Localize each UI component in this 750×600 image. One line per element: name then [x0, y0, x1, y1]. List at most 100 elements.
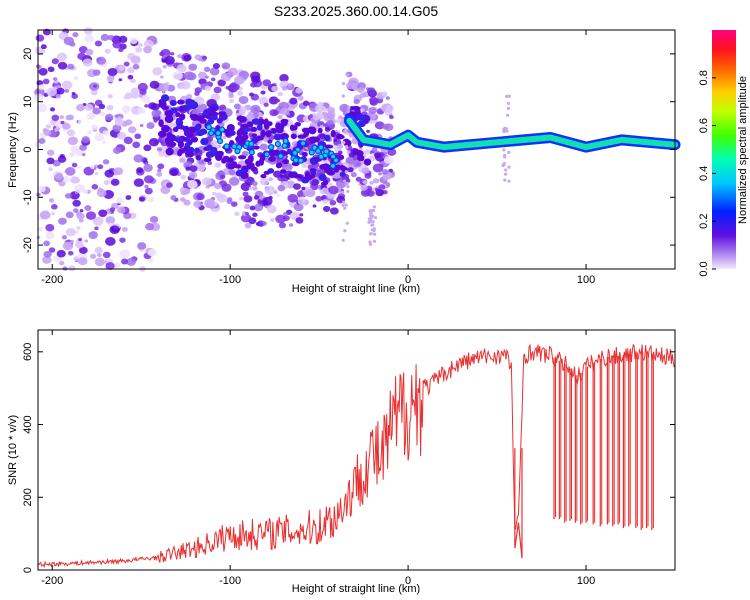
spectrogram-energy-blob	[77, 165, 82, 169]
spectrogram-energy-blob	[268, 149, 277, 157]
spectrogram-energy-blob	[238, 110, 246, 116]
spectrogram-energy-blob	[112, 124, 122, 132]
spectrogram-energy-blob	[302, 100, 310, 106]
spectrogram-energy-blob	[324, 134, 331, 142]
spectrogram-energy-blob	[366, 129, 370, 133]
spectrogram-energy-blob	[251, 181, 258, 187]
spectrogram-energy-blob	[293, 183, 301, 190]
spectrogram-energy-blob	[102, 159, 110, 165]
spectrogram-energy-blob	[84, 205, 92, 212]
spectrogram-energy-blob	[273, 133, 282, 141]
spectrogram-energy-blob	[143, 144, 152, 152]
spectrogram-energy-blob	[62, 122, 71, 130]
spectrogram-energy-blob	[94, 171, 99, 175]
spectrogram-energy-blob	[175, 112, 181, 118]
spectrogram-energy-blob	[76, 226, 81, 230]
spectrogram-energy-blob	[75, 211, 82, 217]
spectrogram-energy-blob	[265, 130, 272, 138]
spectrogram-energy-blob	[117, 206, 126, 214]
spectrogram-energy-blob	[250, 126, 258, 133]
spectrogram-y-tick-label: 0	[22, 146, 34, 152]
spectrogram-energy-blob	[204, 75, 209, 79]
spectrogram-energy-blob	[107, 94, 113, 99]
spectrogram-energy-blob	[237, 91, 243, 96]
snr-y-ticks: 0 200 400 600	[22, 343, 675, 573]
spectrogram-energy-blob	[308, 126, 317, 135]
spectrogram-energy-blob	[370, 209, 374, 213]
spectrogram-energy-blob	[507, 165, 511, 169]
spectrogram-energy-blob	[92, 216, 104, 226]
spectrogram-energy-blob	[221, 158, 227, 164]
snr-background	[38, 330, 675, 570]
spectrogram-energy-blob	[77, 257, 88, 266]
spectrogram-energy-blob	[264, 185, 276, 195]
spectrogram-energy-blob	[244, 222, 252, 229]
colorbar: 0.0 0.2 0.4 0.6 0.8 Normalized spectral ampl…	[698, 30, 749, 277]
spectrogram-energy-blob	[67, 250, 74, 256]
spectrogram-y-tick-label: -10	[22, 189, 34, 205]
spectrogram-energy-blob	[350, 172, 357, 178]
spectrogram-energy-blob	[170, 195, 177, 201]
spectrogram-energy-blob	[56, 87, 65, 95]
snr-series-line	[38, 343, 675, 569]
spectrogram-energy-blob	[188, 131, 194, 139]
spectrogram-x-tick-label: 100	[577, 274, 595, 286]
spectrogram-energy-blob	[121, 226, 128, 232]
spectrogram-energy-blob	[112, 147, 122, 155]
spectrogram-energy-blob	[51, 58, 59, 65]
spectrogram-energy-peak	[308, 149, 315, 156]
spectrogram-energy-blob	[363, 158, 372, 166]
spectrogram-energy-blob	[246, 121, 254, 128]
spectrogram-energy-blob	[94, 133, 105, 142]
spectrogram-energy-blob	[109, 225, 120, 234]
spectrogram-energy-blob	[276, 99, 281, 103]
spectrogram-energy-blob	[369, 98, 379, 106]
spectrogram-energy-blob	[177, 99, 185, 105]
spectrogram-energy-blob	[73, 75, 79, 81]
spectrogram-energy-blob	[185, 166, 191, 171]
spectrogram-energy-blob	[89, 253, 97, 259]
spectrogram-energy-blob	[247, 154, 254, 163]
spectrogram-energy-blob	[84, 103, 94, 111]
spectrogram-energy-blob	[159, 51, 165, 57]
spectrogram-energy-blob	[348, 152, 355, 158]
snr-y-label: SNR (10 * v/v)	[7, 415, 19, 485]
spectrogram-energy-blob	[190, 136, 199, 143]
spectrogram-energy-blob	[242, 127, 251, 132]
spectrogram-energy-blob	[147, 197, 155, 203]
spectrogram-energy-blob	[338, 165, 346, 170]
spectrogram-energy-blob	[79, 144, 87, 151]
spectrogram-energy-blob	[146, 122, 155, 129]
spectrogram-energy-blob	[303, 191, 310, 197]
spectrogram-energy-blob	[338, 150, 343, 155]
snr-x-ticks: -200 -100 0 100	[41, 330, 595, 587]
spectrogram-energy-blob	[240, 213, 252, 223]
spectrogram-energy-blob	[280, 133, 290, 140]
spectrogram-energy-blob	[229, 82, 240, 92]
spectrogram-energy-blob	[38, 137, 46, 144]
spectrogram-energy-blob	[327, 107, 336, 114]
spectrogram-energy-blob	[124, 92, 133, 100]
spectrogram-energy-peak	[311, 144, 318, 151]
spectrogram-energy-blob	[322, 205, 331, 213]
spectrogram-energy-blob	[383, 156, 394, 165]
spectrogram-energy-blob	[290, 133, 297, 140]
spectrogram-energy-blob	[259, 177, 270, 186]
spectrogram-energy-blob	[65, 167, 76, 176]
spectrogram-energy-blob	[277, 114, 283, 120]
spectrogram-energy-blob	[149, 80, 160, 89]
spectrogram-energy-blob	[179, 105, 186, 112]
spectrogram-energy-blob	[98, 209, 108, 218]
spectrogram-energy-blob	[116, 197, 124, 204]
spectrogram-energy-blob	[113, 262, 121, 268]
spectrogram-energy-blob	[78, 46, 88, 54]
spectrogram-energy-blob	[207, 161, 213, 166]
spectrogram-energy-blob	[263, 170, 271, 175]
spectrogram-energy-blob	[225, 86, 230, 90]
spectrogram-energy-blob	[144, 175, 154, 184]
spectrogram-energy-blob	[183, 199, 191, 206]
spectrogram-energy-blob	[65, 114, 72, 121]
spectrogram-energy-blob	[84, 239, 89, 243]
spectrogram-energy-blob	[221, 183, 232, 192]
